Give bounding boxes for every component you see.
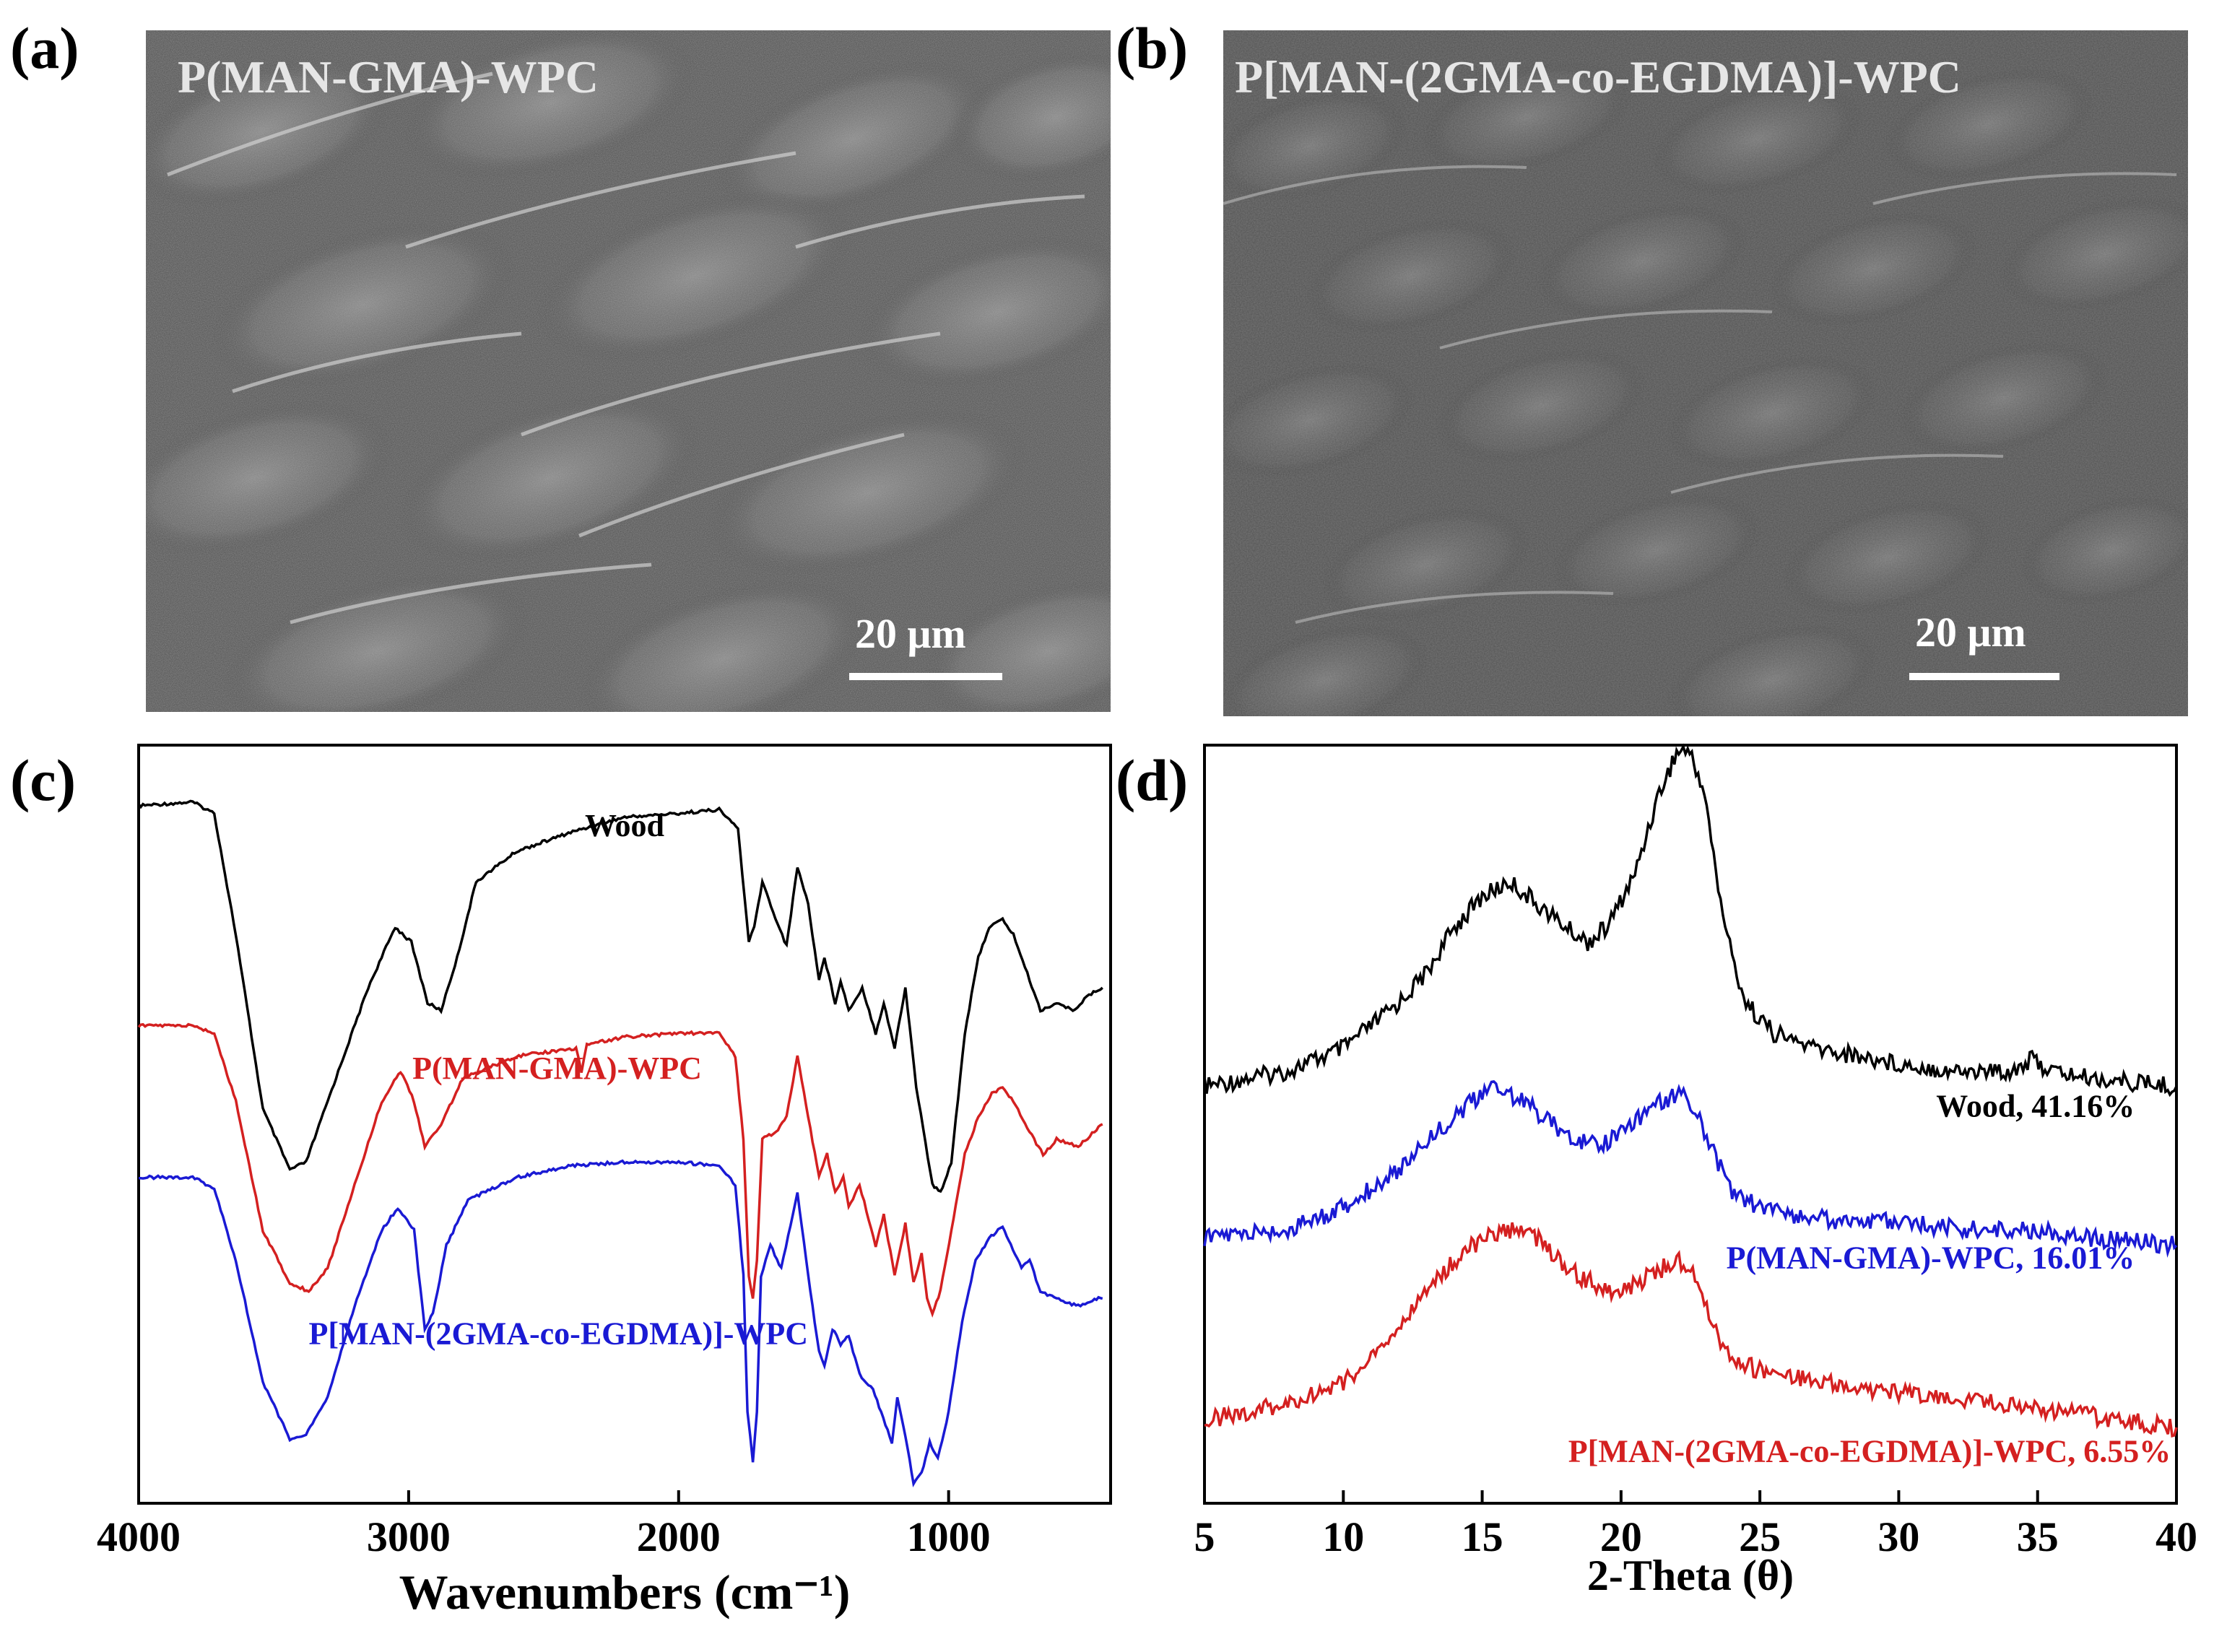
panel-label-b: (b) xyxy=(1116,15,1189,81)
scale-label-b: 20 μm xyxy=(1915,609,2026,656)
sem-image-a: P(MAN-GMA)-WPC 20 μm xyxy=(146,30,1111,712)
xrd-xtick-label: 15 xyxy=(1462,1513,1503,1560)
xrd-series-label: P[MAN-(2GMA-co-EGDMA)]-WPC, 6.55% xyxy=(1568,1433,2171,1469)
xrd-xtick-label: 5 xyxy=(1194,1513,1215,1560)
xrd-xtick-label: 35 xyxy=(2017,1513,2059,1560)
xrd-series-label: Wood, 41.16% xyxy=(1936,1089,2135,1124)
ftir-xtick-label: 2000 xyxy=(637,1513,721,1560)
ftir-series-label: P[MAN-(2GMA-co-EGDMA)]-WPC xyxy=(309,1316,809,1352)
sem-image-b: P[MAN-(2GMA-co-EGDMA)]-WPC 20 μm xyxy=(1223,30,2188,716)
panel-label-a: (a) xyxy=(10,15,79,81)
scale-label-a: 20 μm xyxy=(855,610,966,657)
sem-title-b: P[MAN-(2GMA-co-EGDMA)]-WPC xyxy=(1235,51,1961,103)
ftir-xtick-label: 1000 xyxy=(907,1513,991,1560)
ftir-series-label: Wood xyxy=(585,808,664,843)
ftir-series-line xyxy=(139,1159,1103,1487)
xrd-series-line xyxy=(1203,1080,2178,1258)
panel-label-d: (d) xyxy=(1116,747,1189,813)
sem-texture-b xyxy=(1223,30,2188,716)
scale-bar-a xyxy=(849,673,1002,680)
xrd-series-line xyxy=(1203,743,2178,1097)
sem-title-a: P(MAN-GMA)-WPC xyxy=(178,51,599,103)
ftir-series-line xyxy=(137,799,1103,1194)
xrd-xtick-label: 20 xyxy=(1600,1513,1642,1560)
xrd-series-label: P(MAN-GMA)-WPC, 16.01% xyxy=(1727,1240,2135,1276)
xrd-xtick-label: 25 xyxy=(1739,1513,1781,1560)
xrd-xtick-label: 10 xyxy=(1322,1513,1364,1560)
xrd-plot: 5 10 15 20 25 30 35 40 2-Theta (θ) Wood, 41.16% P(… xyxy=(1194,743,2197,1599)
ftir-series-line xyxy=(137,1022,1103,1318)
ftir-series-label: P(MAN-GMA)-WPC xyxy=(412,1051,702,1086)
xrd-xtick-label: 30 xyxy=(1877,1513,1919,1560)
ftir-frame xyxy=(137,744,1112,1505)
panel-label-c: (c) xyxy=(10,747,77,813)
xrd-xtick-label: 40 xyxy=(2156,1513,2197,1560)
scale-bar-b xyxy=(1909,673,2059,680)
xrd-series-line xyxy=(1204,1222,2178,1438)
xrd-xlabel: 2-Theta (θ) xyxy=(1587,1552,1794,1599)
ftir-xtick-label: 4000 xyxy=(97,1513,181,1560)
sem-texture-a xyxy=(146,30,1111,712)
ftir-xlabel: Wavenumbers (cm⁻¹) xyxy=(399,1565,851,1620)
ftir-xtick-label: 3000 xyxy=(367,1513,451,1560)
xrd-frame xyxy=(1203,744,2178,1505)
ftir-plot: 4000 3000 2000 1000 Wavenumbers (cm⁻¹) Wood P(… xyxy=(97,744,1112,1620)
